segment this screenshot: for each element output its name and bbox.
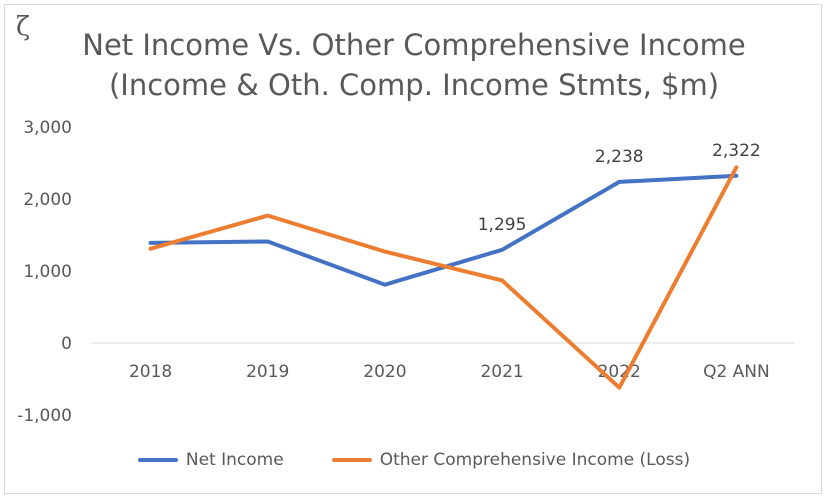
x-tick-label: 2020 xyxy=(363,362,406,382)
y-tick-label: 0 xyxy=(61,334,72,354)
y-tick-label: 3,000 xyxy=(23,118,72,138)
legend-item-oci: Other Comprehensive Income (Loss) xyxy=(331,450,691,470)
y-tick-label: 2,000 xyxy=(23,190,72,210)
y-tick-label: 1,000 xyxy=(23,262,72,282)
x-tick-label: 2018 xyxy=(129,362,172,382)
x-tick-label: 2021 xyxy=(480,362,523,382)
chart-subtitle: (Income & Oth. Comp. Income Stmts, $m) xyxy=(108,68,720,102)
legend-swatch-oci xyxy=(331,458,372,462)
chart-frame xyxy=(4,4,822,494)
data-label: 1,295 xyxy=(478,215,527,235)
legend: Net Income Other Comprehensive Income (L… xyxy=(0,450,828,470)
logo-icon: ζ xyxy=(16,12,31,42)
legend-swatch-net-income xyxy=(137,458,178,462)
data-label: 2,322 xyxy=(712,141,761,161)
data-label: 2,238 xyxy=(595,147,644,167)
y-tick-label: -1,000 xyxy=(17,406,72,426)
legend-item-net-income: Net Income xyxy=(137,450,284,470)
chart-title: Net Income Vs. Other Comprehensive Incom… xyxy=(82,28,746,62)
legend-label-oci: Other Comprehensive Income (Loss) xyxy=(379,450,691,470)
x-tick-label: 2019 xyxy=(246,362,289,382)
legend-label-net-income: Net Income xyxy=(185,450,284,470)
x-tick-label: Q2 ANN xyxy=(703,362,770,382)
series-line-0 xyxy=(148,173,739,287)
series-line-1 xyxy=(148,165,739,390)
